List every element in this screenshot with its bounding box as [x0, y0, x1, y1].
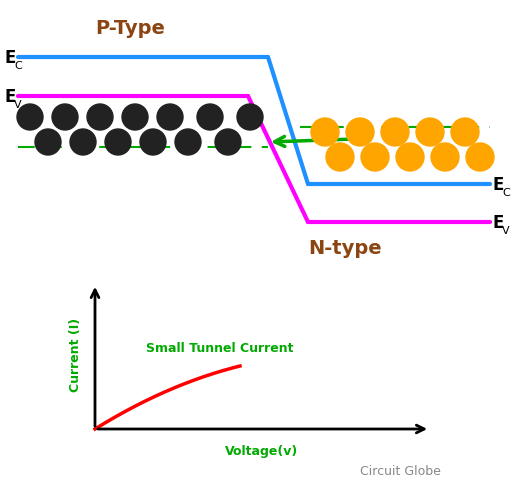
Circle shape [311, 119, 339, 147]
Circle shape [35, 130, 61, 156]
Circle shape [326, 144, 354, 172]
Circle shape [237, 105, 263, 131]
Text: V: V [14, 100, 22, 110]
Circle shape [361, 144, 389, 172]
Circle shape [157, 105, 183, 131]
Circle shape [70, 130, 96, 156]
Circle shape [451, 119, 479, 147]
Text: E: E [492, 176, 503, 193]
Circle shape [87, 105, 113, 131]
Circle shape [396, 144, 424, 172]
Circle shape [416, 119, 444, 147]
Text: C: C [502, 188, 510, 198]
Circle shape [122, 105, 148, 131]
Text: E: E [4, 88, 15, 106]
Text: C: C [14, 61, 22, 71]
Circle shape [381, 119, 409, 147]
Circle shape [17, 105, 43, 131]
Text: Circuit Globe: Circuit Globe [359, 465, 440, 478]
Circle shape [197, 105, 223, 131]
Text: E: E [492, 214, 503, 231]
Text: Small Tunnel Current: Small Tunnel Current [146, 341, 294, 354]
Circle shape [140, 130, 166, 156]
Circle shape [431, 144, 459, 172]
Circle shape [105, 130, 131, 156]
Circle shape [215, 130, 241, 156]
Text: P-Type: P-Type [95, 18, 165, 37]
Text: Voltage(v): Voltage(v) [226, 444, 299, 457]
Text: V: V [502, 226, 510, 236]
Text: N-type: N-type [308, 238, 382, 257]
Text: Current (I): Current (I) [68, 317, 81, 391]
Circle shape [175, 130, 201, 156]
Circle shape [52, 105, 78, 131]
Circle shape [346, 119, 374, 147]
Circle shape [466, 144, 494, 172]
Text: E: E [4, 49, 15, 67]
